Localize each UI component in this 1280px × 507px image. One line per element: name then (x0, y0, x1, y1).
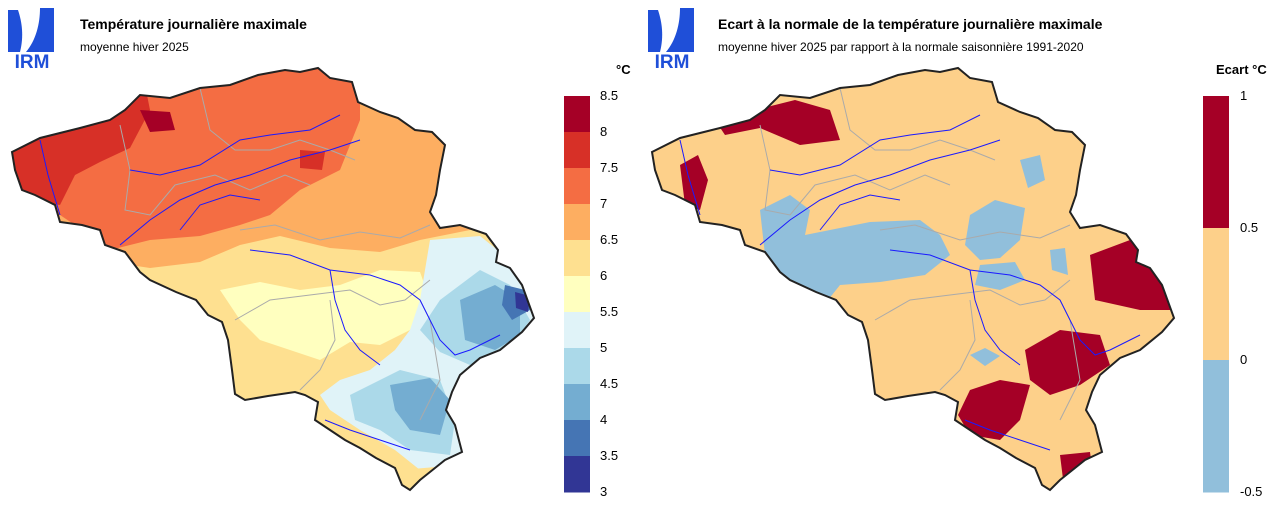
legend-swatch (564, 168, 590, 205)
legend-swatch (564, 384, 590, 421)
irm-logo-text: IRM (654, 52, 690, 73)
legend-swatch (564, 132, 590, 169)
rivers (679, 114, 1141, 451)
temperature-map (11, 67, 535, 491)
left-panel: IRM Température journalière maximale moy… (6, 6, 631, 499)
legend-tick-label: 0 (1240, 352, 1248, 367)
legend-tick-label: 6 (600, 268, 608, 283)
legend-tick-label: 5.5 (600, 304, 619, 319)
anomaly-legend (1203, 96, 1229, 493)
irm-logo-text: IRM (14, 52, 50, 73)
irm-logo: IRM (6, 6, 58, 72)
legend-tick-label: 6.5 (600, 232, 619, 247)
right-panel: IRM Ecart à la normale de la température… (640, 0, 1280, 507)
legend-tick-label: -0.5 (1240, 484, 1263, 499)
legend-tick-label: 0.5 (1240, 220, 1259, 235)
legend-tick-label: 7 (600, 196, 608, 211)
legend-tick-label: 1 (1240, 88, 1248, 103)
legend-swatch (564, 456, 590, 493)
legend-swatch (1203, 96, 1229, 229)
legend-unit: Ecart °C (1216, 62, 1267, 77)
legend-swatch (1203, 360, 1229, 493)
legend-tick-label: 7.5 (600, 160, 619, 175)
legend-swatch (564, 312, 590, 349)
map-title: Ecart à la normale de la température jou… (718, 16, 1103, 32)
temperature-legend (564, 96, 590, 493)
legend-swatch (564, 348, 590, 385)
irm-logo: IRM (646, 6, 698, 72)
legend-tick-label: 4 (600, 412, 608, 427)
legend-tick-label: 3 (600, 484, 608, 499)
legend-swatch (564, 240, 590, 277)
map-subtitle: moyenne hiver 2025 par rapport à la norm… (718, 40, 1084, 54)
legend-swatch (564, 420, 590, 457)
rivers (39, 114, 501, 451)
map-title: Température journalière maximale (80, 16, 307, 32)
legend-swatch (564, 204, 590, 241)
map-subtitle: moyenne hiver 2025 (80, 40, 189, 54)
legend-tick-label: 4.5 (600, 376, 619, 391)
legend-tick-label: 3.5 (600, 448, 619, 463)
legend-swatch (564, 276, 590, 313)
irm-logo-mark (648, 8, 694, 52)
legend-swatch (564, 96, 590, 133)
legend-swatch (1203, 228, 1229, 361)
anomaly-map (651, 67, 1175, 491)
legend-tick-label: 5 (600, 340, 608, 355)
legend-tick-label: 8 (600, 124, 608, 139)
legend-unit: °C (616, 62, 631, 77)
legend-tick-label: 8.5 (600, 88, 619, 103)
irm-logo-mark (8, 8, 54, 52)
